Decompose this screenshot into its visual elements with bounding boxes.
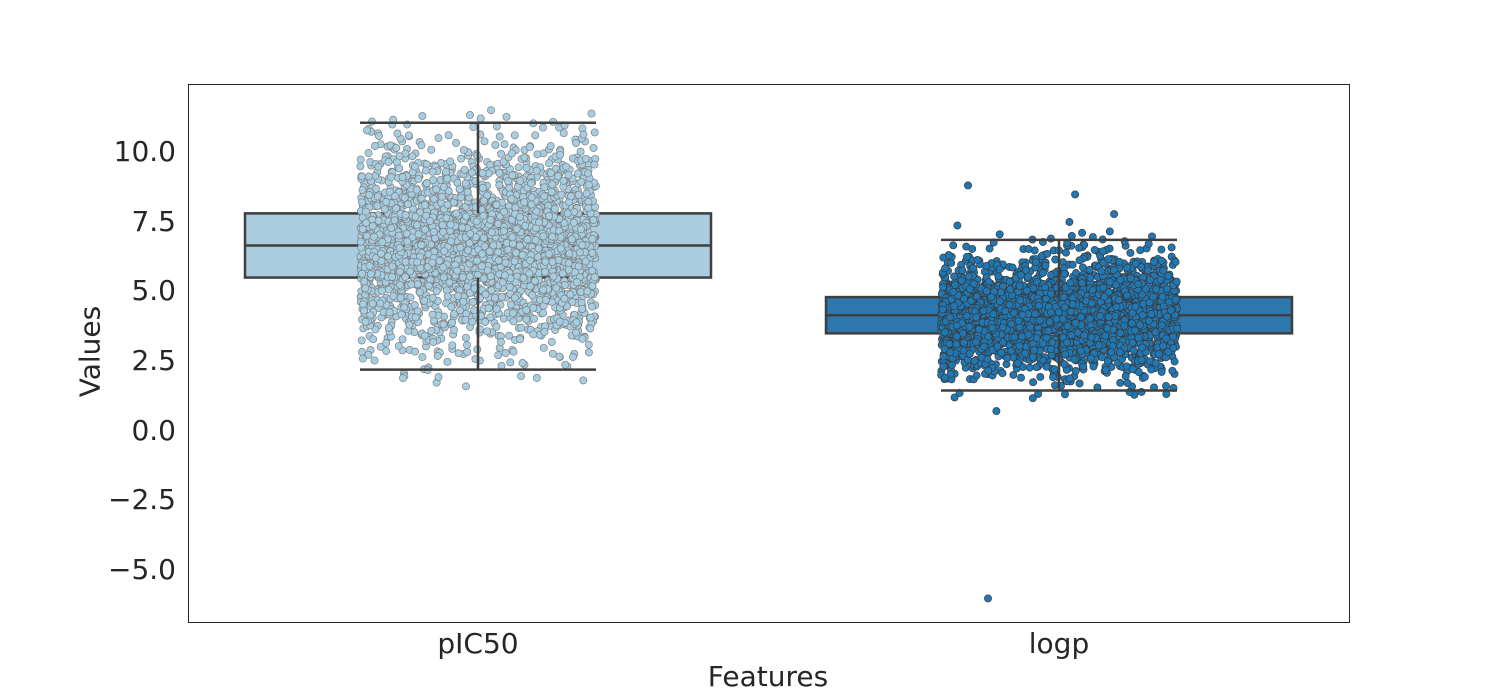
x-tick-label-logp: logp (1028, 627, 1090, 660)
y-tick-label: −2.5 (108, 483, 176, 516)
outlier-point (487, 106, 495, 115)
x-axis-label: Features (707, 660, 829, 693)
outlier-point (984, 594, 992, 603)
whisker-layer (360, 121, 1177, 392)
y-tick-label: 0.0 (131, 414, 176, 447)
strip-points (356, 106, 1181, 603)
outlier-point (964, 181, 972, 190)
y-tick-label: 2.5 (131, 344, 176, 377)
x-tick-label-pic50: pIC50 (437, 627, 519, 660)
outlier-point (462, 382, 470, 391)
y-tick-label: 10.0 (113, 135, 176, 168)
y-tick-label: 5.0 (131, 274, 176, 307)
y-tick-label: −5.0 (108, 553, 176, 586)
y-tick-label: 7.5 (131, 205, 176, 238)
